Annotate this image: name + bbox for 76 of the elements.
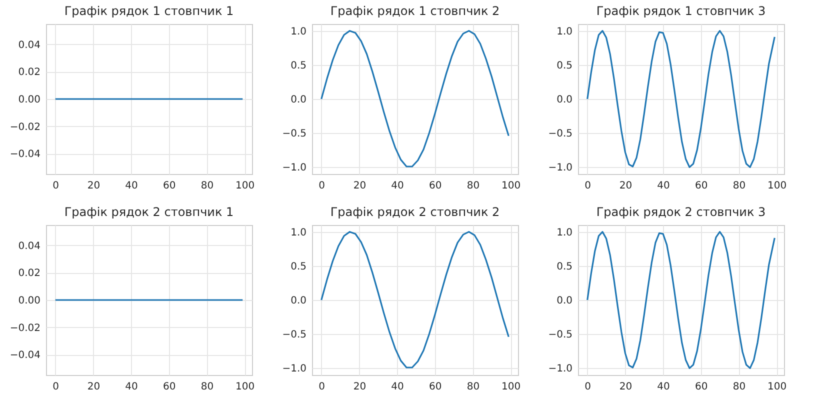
y-tick-label: −0.5	[282, 330, 306, 341]
x-tick-label: 100	[767, 382, 787, 392]
y-tick-label: −0.02	[10, 322, 40, 334]
line-series	[586, 30, 776, 168]
x-tick-label: 0	[318, 382, 326, 392]
x-tick-label: 80	[732, 382, 746, 392]
x-tick-label: 40	[125, 180, 138, 192]
x-tick-label: 40	[657, 180, 670, 192]
y-tick-label: 0.0	[290, 94, 306, 106]
chart-title: Графік рядок 2 стовпчик 2	[330, 205, 500, 219]
chart-title: Графік рядок 1 стовпчик 1	[64, 4, 234, 18]
x-tick-label: 0	[584, 382, 592, 392]
x-tick-label: 80	[466, 382, 480, 392]
y-tick-label: 1.0	[556, 26, 572, 38]
x-tick-label: 40	[391, 382, 404, 392]
y-tick-label: −0.5	[548, 128, 572, 140]
y-tick-label: −1.0	[282, 364, 306, 375]
y-tick-label: 1.0	[556, 227, 572, 238]
x-tick-label: 60	[162, 382, 176, 392]
x-tick-label: 0	[584, 180, 592, 192]
y-tick-label: 0.5	[290, 261, 306, 272]
x-tick-label: 100	[501, 180, 521, 192]
x-tick-label: 80	[732, 180, 746, 192]
y-tick-label: 0.02	[18, 67, 40, 78]
x-tick-label: 20	[87, 180, 100, 192]
x-tick-label: 20	[619, 180, 632, 192]
line-series	[320, 231, 510, 368]
y-tick-label: 0.0	[556, 296, 572, 306]
x-tick-label: 40	[391, 180, 404, 192]
x-tick-label: 100	[501, 382, 521, 392]
y-tick-label: −0.5	[282, 128, 306, 140]
x-tick-label: 0	[318, 180, 326, 192]
line-series	[586, 231, 776, 369]
x-tick-label: 60	[694, 180, 708, 192]
y-tick-label: 0.0	[290, 296, 306, 306]
x-tick-label: 40	[125, 382, 138, 392]
y-tick-label: 1.0	[290, 227, 306, 238]
x-tick-label: 20	[353, 382, 366, 392]
y-tick-label: −0.04	[10, 350, 40, 362]
y-tick-label: −1.0	[548, 162, 572, 174]
chart-title: Графік рядок 1 стовпчик 3	[596, 4, 766, 18]
y-tick-label: 0.0	[556, 94, 572, 106]
x-tick-label: 20	[353, 180, 366, 192]
x-tick-label: 20	[87, 382, 100, 392]
y-tick-label: −1.0	[282, 162, 306, 174]
y-tick-label: −1.0	[548, 364, 572, 375]
x-tick-label: 60	[428, 180, 442, 192]
chart-title: Графік рядок 1 стовпчик 2	[330, 4, 500, 18]
y-tick-label: −0.5	[548, 330, 572, 341]
x-tick-label: 80	[200, 180, 214, 192]
x-tick-label: 100	[767, 180, 787, 192]
chart-title: Графік рядок 2 стовпчик 3	[596, 205, 766, 219]
line-series	[320, 30, 510, 168]
chart-title: Графік рядок 2 стовпчик 1	[64, 205, 234, 219]
x-tick-label: 80	[200, 382, 214, 392]
y-tick-label: 0.04	[18, 40, 40, 51]
y-tick-label: 1.0	[290, 26, 306, 38]
x-tick-label: 40	[657, 382, 670, 392]
y-tick-label: 0.02	[18, 268, 40, 280]
x-tick-label: 100	[235, 180, 255, 192]
x-tick-label: 80	[466, 180, 480, 192]
x-tick-label: 60	[162, 180, 176, 192]
y-tick-label: −0.04	[10, 149, 40, 160]
y-tick-label: 0.00	[18, 296, 40, 306]
y-tick-label: 0.04	[18, 240, 40, 252]
y-tick-label: 0.5	[556, 261, 572, 272]
x-tick-label: 0	[52, 180, 60, 192]
y-tick-label: 0.00	[18, 94, 40, 106]
y-tick-label: −0.02	[10, 122, 40, 133]
x-tick-label: 60	[428, 382, 442, 392]
x-tick-label: 100	[235, 382, 255, 392]
x-tick-label: 0	[52, 382, 60, 392]
x-tick-label: 20	[619, 382, 632, 392]
y-tick-label: 0.5	[290, 60, 306, 72]
x-tick-label: 60	[694, 382, 708, 392]
y-tick-label: 0.5	[556, 60, 572, 72]
